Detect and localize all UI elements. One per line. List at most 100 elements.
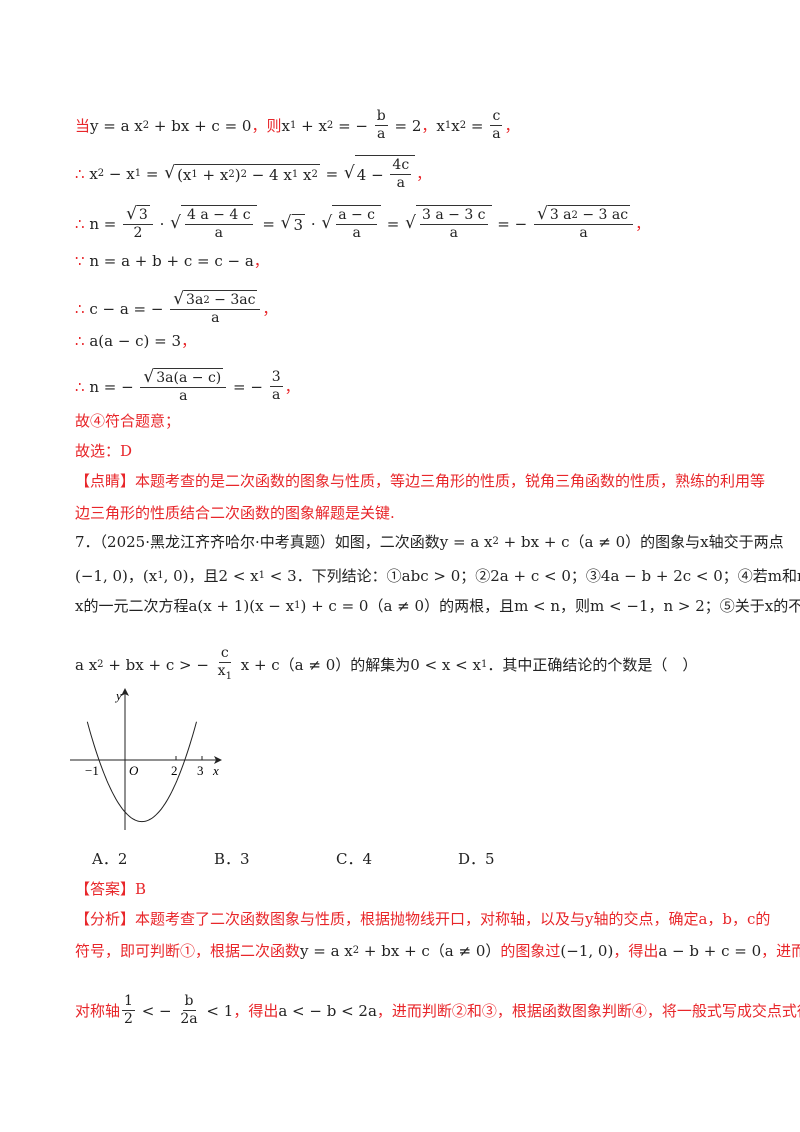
radical-sign-icon: √	[126, 204, 137, 224]
text-run: < 1	[201, 1001, 234, 1020]
square-root: √ 3a(a − c)	[143, 368, 224, 387]
radical-sign-icon: √	[343, 163, 355, 183]
text-run: ，	[284, 378, 300, 396]
text-run: ·	[154, 214, 170, 233]
text-run: + bx + c = 0	[149, 116, 252, 135]
fraction: c x1	[216, 645, 234, 685]
text-run: ，得出	[613, 942, 659, 960]
square-root: √ 3a 2 − 3ac	[173, 290, 258, 309]
text-line: x的一元二次方程a(x + 1)(x − x 1) + c = 0（a ≠ 0）的…	[75, 595, 800, 616]
text-line: 【答案】B	[75, 878, 146, 899]
option-c: C．4	[336, 850, 373, 868]
text-line: 【点睛】本题考查的是二次函数的图象与性质，等边三角形的性质，锐角三角函数的性质，…	[75, 470, 765, 491]
radical-sign-icon: √	[280, 213, 292, 233]
superscript: 2	[492, 536, 499, 547]
text-line: ∴ a(a − c) = 3，	[75, 330, 196, 351]
text-run: ∵	[75, 251, 90, 270]
text-run: 3 a	[549, 207, 572, 223]
numerator: 4 a − 4 c	[185, 207, 253, 225]
superscript: 2	[571, 210, 578, 221]
text-run: n = a + b + c = c − a	[89, 251, 254, 270]
text-run: ，	[251, 117, 267, 135]
numerator: a − c	[336, 207, 378, 225]
text-run: < 3．下列结论：①abc > 0；②2a + c < 0；③4a − b + …	[265, 567, 800, 585]
text-run: − x	[104, 164, 135, 183]
text-run: =	[466, 116, 489, 135]
text-run: 当	[75, 117, 91, 135]
text-run: c	[492, 108, 501, 124]
subscript: 1	[480, 659, 488, 671]
denominator: 2a	[178, 1011, 199, 1028]
denominator: a	[209, 310, 221, 327]
text-run: b	[184, 993, 194, 1009]
text-run: 3 a − 3 c	[421, 207, 486, 223]
denominator: a	[270, 387, 282, 404]
radical-sign-icon: √	[405, 213, 416, 233]
text-run: a	[272, 387, 281, 403]
text-run: x	[451, 116, 460, 135]
denominator: a	[395, 175, 407, 192]
text-run: ，	[421, 117, 437, 135]
radical-sign-icon: √	[164, 163, 176, 183]
subscript: 1	[291, 169, 299, 180]
x-axis-arrow-icon	[214, 756, 222, 764]
numerator: √ 3a 2 − 3ac	[170, 290, 261, 310]
text-run: 2a	[180, 1011, 198, 1027]
text-run: x	[298, 165, 312, 184]
text-run: 边三角形的性质结合二次函数的图象解题是关键.	[75, 504, 395, 522]
subscript: 2	[459, 120, 467, 131]
text-run: + bx + c（a ≠ 0）的图象与x轴交于两点	[498, 533, 784, 551]
numerator: c	[218, 645, 231, 663]
text-run: =	[320, 164, 343, 183]
subscript: 1	[191, 169, 198, 180]
text-run: 【答案】B	[75, 880, 147, 898]
text-run: =	[382, 214, 405, 233]
denominator: a	[448, 225, 460, 242]
text-run: , 0)，且2 < x	[163, 567, 259, 585]
text-run: ，进而判断	[761, 942, 800, 960]
y-axis-label: y	[114, 688, 122, 703]
text-run: b	[376, 108, 386, 124]
text-run: 7．（2025·黑龙江齐齐哈尔·中考真题）如图，二次函数y = a x	[75, 533, 493, 551]
text-run: ∴	[75, 377, 90, 396]
text-line: 故④符合题意；	[75, 410, 180, 431]
subscript: 1	[294, 600, 301, 611]
text-run: 对称轴	[75, 1002, 121, 1020]
numerator: 1	[122, 993, 135, 1011]
text-run: ，	[504, 117, 520, 135]
text-run: ，	[181, 332, 197, 350]
radicand: 4 a − 4 c a	[181, 205, 257, 242]
fraction: b 2a	[178, 993, 199, 1028]
text-run: y = a x	[90, 116, 143, 135]
option-b: B．3	[214, 850, 250, 868]
text-run: =	[141, 164, 164, 183]
text-run: a	[377, 126, 386, 142]
denominator: a	[577, 225, 589, 242]
superscript: 2	[240, 169, 247, 180]
text-run: + bx + c > −	[103, 655, 214, 674]
text-run: y = a x	[300, 941, 353, 960]
text-run: x	[217, 663, 226, 679]
text-run: ，	[635, 215, 651, 233]
option-a: A．2	[92, 850, 128, 868]
numerator: √ 3	[123, 205, 153, 225]
text-run: 3	[138, 207, 148, 223]
text-run: − 4 x	[246, 165, 292, 184]
option-d: D．5	[458, 850, 495, 868]
subscript: 2	[311, 169, 318, 180]
denominator: a	[490, 126, 502, 143]
denominator: a	[350, 225, 362, 242]
text-run: =	[257, 214, 280, 233]
superscript: 2	[97, 659, 104, 671]
numerator: 3 a − 3 c	[419, 207, 488, 225]
text-run: 4c	[392, 157, 410, 173]
text-run: ∴	[75, 331, 90, 350]
text-run: < −	[136, 1001, 177, 1020]
denominator: a	[177, 388, 189, 405]
text-line: 对称轴 1 2 < − b 2a < 1 ，得出 a < − b < 2a ，进而判断②和③…	[75, 993, 800, 1028]
text-run: − 3ac	[209, 292, 256, 308]
